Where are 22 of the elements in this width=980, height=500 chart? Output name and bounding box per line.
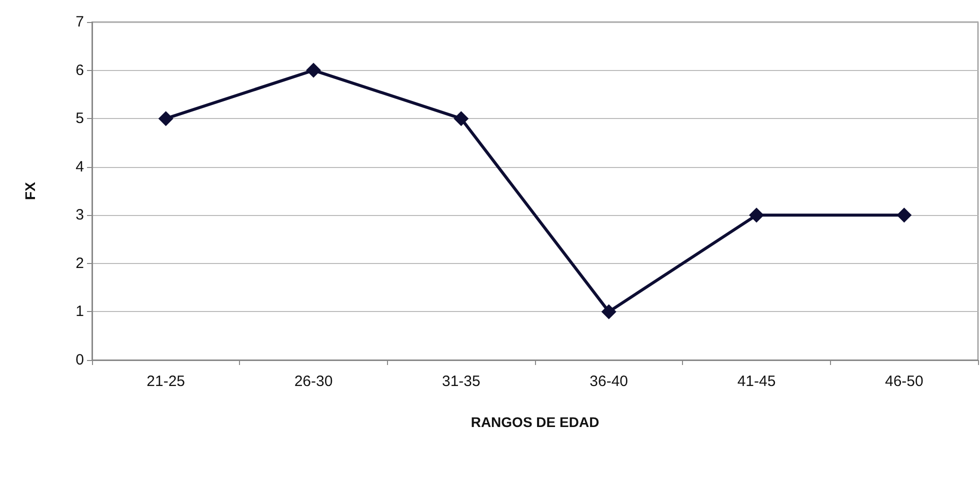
x-axis-title: RANGOS DE EDAD xyxy=(470,414,600,430)
y-tick-label: 0 xyxy=(76,352,84,368)
y-tick-label: 3 xyxy=(76,206,84,224)
x-tick-label: 41-45 xyxy=(737,373,776,390)
point xyxy=(749,208,764,223)
y-tick-label: 7 xyxy=(76,14,84,30)
y-axis-title: FX xyxy=(22,181,38,200)
point xyxy=(158,111,174,126)
x-tick-label: 31-35 xyxy=(442,373,480,390)
point xyxy=(454,111,469,126)
y-tick-label: 1 xyxy=(76,303,84,320)
y-tick-label: 2 xyxy=(76,254,84,272)
y-tick-label: 4 xyxy=(76,158,84,176)
x-tick-label: 46-50 xyxy=(884,373,924,390)
point xyxy=(896,208,912,223)
x-tick-label: 36-40 xyxy=(590,373,628,390)
y-tick-label: 6 xyxy=(76,62,84,79)
x-tick-label: 21-25 xyxy=(146,373,186,390)
point xyxy=(306,62,321,78)
y-tick-label: 5 xyxy=(76,110,84,128)
x-tick-label: 26-30 xyxy=(294,373,333,390)
point xyxy=(601,304,616,320)
